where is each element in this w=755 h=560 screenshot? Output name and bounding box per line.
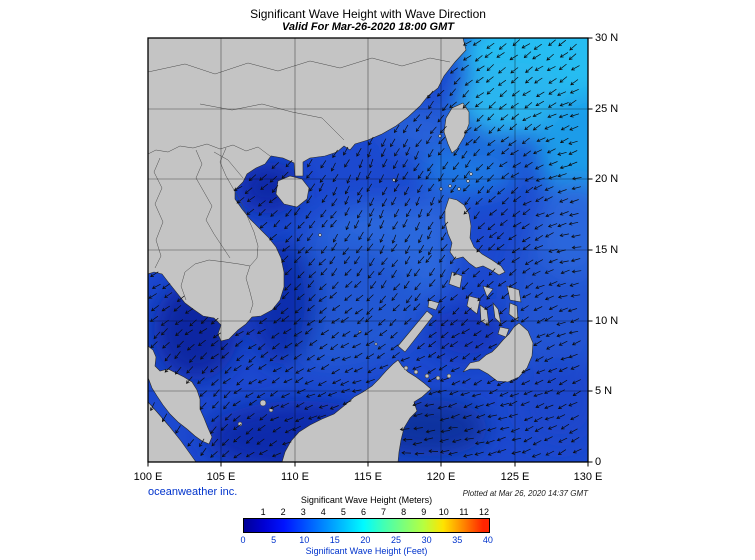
landmass-mindoro: [448, 271, 463, 289]
longitude-tick-label: 100 E: [133, 471, 163, 483]
landmass-asia-mainland: [148, 38, 467, 342]
landmass-masbate: [482, 285, 494, 298]
meters-tick-label: 11: [459, 507, 469, 517]
credit-text: oceanweather inc.: [148, 486, 238, 498]
meters-tick-label: 6: [360, 507, 366, 517]
longitude-axis: 100 E 105 E 110 E 115 E 120 E 125 E 130 E: [0, 471, 755, 485]
feet-tick-label: 40: [482, 535, 493, 545]
feet-tick-label: 5: [271, 535, 277, 545]
feet-tick-label: 30: [421, 535, 432, 545]
islet: [469, 172, 473, 176]
islet: [457, 187, 461, 191]
latitude-axis: 30 N 25 N 20 N 15 N 10 N 5 N 0: [595, 0, 640, 560]
longitude-tick-label: 115 E: [354, 471, 382, 483]
landmass-hainan: [275, 175, 310, 208]
legend-title-meters: Significant Wave Height (Meters): [300, 495, 433, 505]
wave-height-patch: [420, 144, 520, 196]
islet: [448, 184, 452, 188]
islet: [259, 399, 267, 407]
meters-tick-label: 5: [340, 507, 346, 517]
wave-height-patch: [518, 357, 588, 447]
border-line: [153, 157, 164, 269]
feet-tick-label: 10: [299, 535, 310, 545]
landmass-sumatra: [148, 401, 197, 462]
meters-tick-label: 12: [478, 507, 489, 517]
meters-tick-label: 8: [401, 507, 407, 517]
meters-tick-label: 2: [280, 507, 286, 517]
latitude-tick-label: 25 N: [595, 103, 619, 115]
islet: [318, 233, 322, 237]
border-line: [219, 147, 259, 314]
landmass-taiwan: [443, 102, 470, 154]
plotted-timestamp: Plotted at Mar 26, 2020 14:37 GMT: [462, 489, 588, 498]
meters-tick-label: 7: [381, 507, 387, 517]
longitude-tick-label: 125 E: [500, 471, 530, 483]
meters-tick-label: 9: [421, 507, 427, 517]
latitude-tick-label: 0: [595, 456, 602, 468]
wave-height-patch: [536, 95, 588, 205]
islet: [403, 365, 409, 371]
landmass-malay-peninsula: [148, 345, 213, 445]
land-layer: [148, 38, 534, 462]
landmass-busuanga: [427, 299, 440, 311]
feet-tick-label: 15: [329, 535, 340, 545]
islet: [413, 369, 419, 375]
border-line: [195, 149, 231, 259]
meters-tick-label: 3: [300, 507, 306, 517]
islet: [435, 375, 441, 381]
feet-tick-label: 20: [360, 535, 371, 545]
islet: [446, 373, 452, 379]
legend-meters-ticks: 1 2 3 4 5 6 7 8 9 10 11 12: [243, 507, 490, 517]
map-frame: [147, 37, 589, 463]
longitude-tick-label: 130 E: [573, 471, 603, 483]
chart-title: Significant Wave Height with Wave Direct…: [250, 7, 486, 21]
colorbar-gradient: [243, 518, 490, 533]
landmass-cebu: [492, 302, 502, 325]
landmass-borneo: [281, 359, 432, 462]
latitude-tick-label: 5 N: [595, 385, 613, 397]
legend-title-feet: Significant Wave Height (Feet): [305, 546, 428, 556]
latitude-tick-label: 15 N: [595, 244, 619, 256]
latitude-tick-label: 10 N: [595, 315, 619, 327]
wave-height-patch: [535, 180, 588, 276]
longitude-tick-label: 105 E: [206, 471, 236, 483]
latitude-tick-label: 20 N: [595, 173, 619, 185]
landmass-panay: [466, 295, 481, 315]
border-line: [180, 259, 251, 301]
landmass-mindanao: [462, 322, 534, 383]
legend-feet-ticks: 0 5 10 15 20 25 30 35 40: [240, 535, 493, 545]
meters-tick-label: 10: [438, 507, 449, 517]
feet-tick-label: 35: [452, 535, 463, 545]
latitude-tick-label: 30 N: [595, 32, 619, 44]
meters-tick-label: 1: [260, 507, 266, 517]
islet: [424, 373, 430, 379]
wave-direction-arrows: [148, 39, 582, 459]
longitude-tick-label: 120 E: [426, 471, 456, 483]
islet: [374, 342, 378, 346]
islet: [237, 421, 243, 427]
border-line: [148, 143, 271, 157]
islet: [466, 179, 470, 183]
longitude-tick-label: 110 E: [281, 471, 309, 483]
meters-tick-label: 4: [320, 507, 326, 517]
chart-subtitle: Valid For Mar-26-2020 18:00 GMT: [282, 21, 454, 33]
landmass-luzon: [444, 197, 506, 276]
border-line: [148, 57, 451, 75]
feet-tick-label: 0: [240, 535, 246, 545]
feet-tick-label: 25: [391, 535, 402, 545]
wave-height-patch: [457, 62, 567, 138]
